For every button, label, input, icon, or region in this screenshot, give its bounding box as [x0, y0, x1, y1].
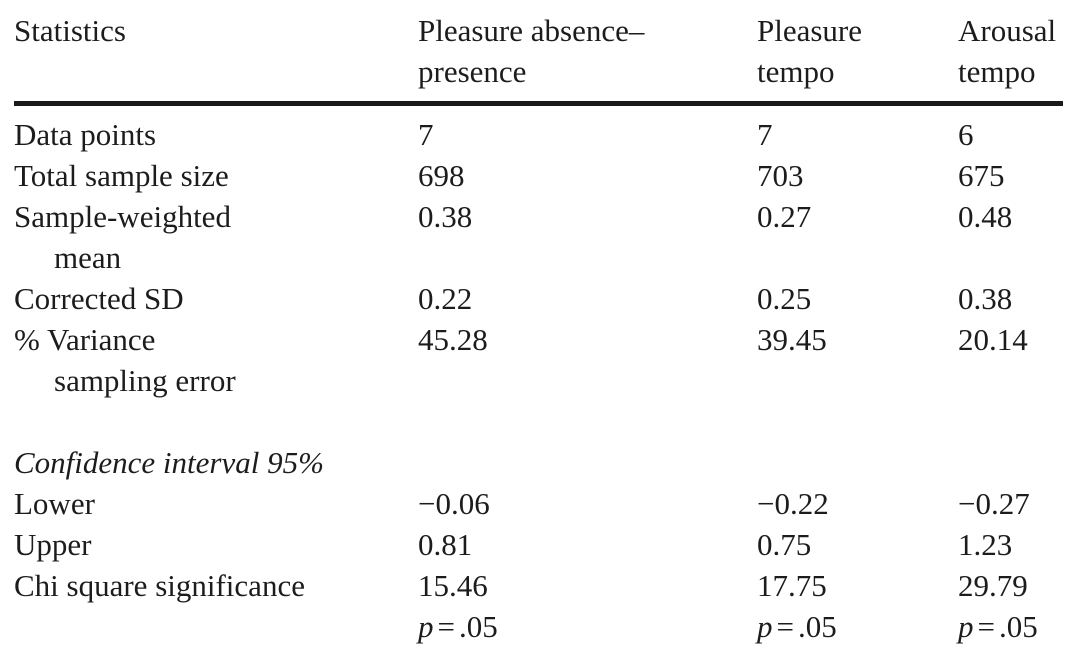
- header-line: Statistics: [14, 13, 126, 48]
- row-label: Corrected SD: [14, 278, 418, 319]
- cell-value: 20.14: [958, 322, 1028, 357]
- cell-value: 15.46: [418, 568, 488, 603]
- row-label-text: Data points: [14, 117, 157, 152]
- section-title-row: Confidence interval 95%: [14, 442, 1063, 483]
- table-row: Data points 7 7 6: [14, 104, 1063, 156]
- cell-value: 0.81: [418, 527, 473, 562]
- row-label-text: % Variance sampling error: [14, 322, 236, 398]
- header-line: presence: [418, 54, 527, 89]
- table-row: Sample-weighted mean 0.38 0.27 0.48: [14, 196, 1063, 278]
- row-label-text: Corrected SD: [14, 281, 184, 316]
- row-label-text: Lower: [14, 486, 95, 521]
- row-label-text: Chi square significance: [14, 568, 305, 603]
- cell-value: 7: [757, 117, 773, 152]
- cell-value: 698: [418, 158, 465, 193]
- cell-value: p = .05: [757, 606, 958, 647]
- equals-sign: =: [977, 609, 995, 644]
- cell-value: 39.45: [757, 322, 827, 357]
- table-row: Total sample size 698 703 675: [14, 155, 1063, 196]
- p-symbol: p: [757, 609, 773, 644]
- cell-value: 675: [958, 158, 1005, 193]
- cell-value: 0.48: [958, 199, 1013, 234]
- p-symbol: p: [418, 609, 434, 644]
- cell-value: 0.75: [757, 527, 812, 562]
- p-symbol: p: [958, 609, 974, 644]
- row-label: Chi square significance: [14, 565, 418, 606]
- table-header: Statistics Pleasure absence– presence Pl…: [14, 10, 1063, 106]
- cell-value: 6: [958, 117, 974, 152]
- column-header-pleasure-absence-presence: Pleasure absence– presence: [418, 10, 757, 106]
- column-header-pleasure-tempo: Pleasure tempo: [757, 10, 958, 106]
- cell-value: 0.27: [757, 199, 812, 234]
- cell-value: −0.27: [958, 486, 1030, 521]
- row-label: [14, 606, 418, 647]
- row-label-text: Total sample size: [14, 158, 229, 193]
- header-line: Arousal: [958, 13, 1057, 48]
- row-label-text: Upper: [14, 527, 92, 562]
- p-value: .05: [458, 609, 498, 644]
- cell-value: p = .05: [958, 606, 1063, 647]
- table-row: Upper 0.81 0.75 1.23: [14, 524, 1063, 565]
- cell-value: 703: [757, 158, 804, 193]
- cell-value: 0.38: [418, 199, 473, 234]
- cell-value: 29.79: [958, 568, 1028, 603]
- row-label: % Variance sampling error: [14, 319, 418, 401]
- cell-value: p = .05: [418, 606, 757, 647]
- table-body: Data points 7 7 6 Total sample size 698 703 675…: [14, 104, 1063, 648]
- equals-sign: =: [776, 609, 794, 644]
- row-label: Lower: [14, 483, 418, 524]
- cell-value: 1.23: [958, 527, 1013, 562]
- column-header-arousal-tempo: Arousal tempo: [958, 10, 1063, 106]
- statistics-table: Statistics Pleasure absence– presence Pl…: [14, 10, 1063, 647]
- table-row: p = .05 p = .05 p = .05: [14, 606, 1063, 647]
- section-gap: [14, 401, 1063, 442]
- row-label-text: Sample-weighted mean: [14, 199, 231, 275]
- header-line: tempo: [757, 54, 835, 89]
- cell-value: 45.28: [418, 322, 488, 357]
- cell-value: 0.22: [418, 281, 473, 316]
- row-label: Total sample size: [14, 155, 418, 196]
- cell-value: −0.22: [757, 486, 829, 521]
- row-label: Data points: [14, 104, 418, 156]
- section-title: Confidence interval 95%: [14, 445, 324, 480]
- equals-sign: =: [437, 609, 455, 644]
- p-value: .05: [797, 609, 837, 644]
- cell-value: 0.25: [757, 281, 812, 316]
- header-line: Pleasure: [757, 13, 863, 48]
- cell-value: 0.38: [958, 281, 1013, 316]
- column-header-statistics: Statistics: [14, 10, 418, 106]
- header-line: Pleasure absence–: [418, 13, 645, 48]
- cell-value: 17.75: [757, 568, 827, 603]
- table-row: Chi square significance 15.46 17.75 29.79: [14, 565, 1063, 606]
- row-label: Upper: [14, 524, 418, 565]
- header-row: Statistics Pleasure absence– presence Pl…: [14, 10, 1063, 106]
- table-row: Corrected SD 0.22 0.25 0.38: [14, 278, 1063, 319]
- p-value: .05: [998, 609, 1038, 644]
- section-gap-cell: [14, 401, 1063, 442]
- table-row: % Variance sampling error 45.28 39.45 20.14: [14, 319, 1063, 401]
- cell-value: 7: [418, 117, 434, 152]
- cell-value: −0.06: [418, 486, 490, 521]
- table-row: Lower −0.06 −0.22 −0.27: [14, 483, 1063, 524]
- header-line: tempo: [958, 54, 1036, 89]
- row-label: Sample-weighted mean: [14, 196, 418, 278]
